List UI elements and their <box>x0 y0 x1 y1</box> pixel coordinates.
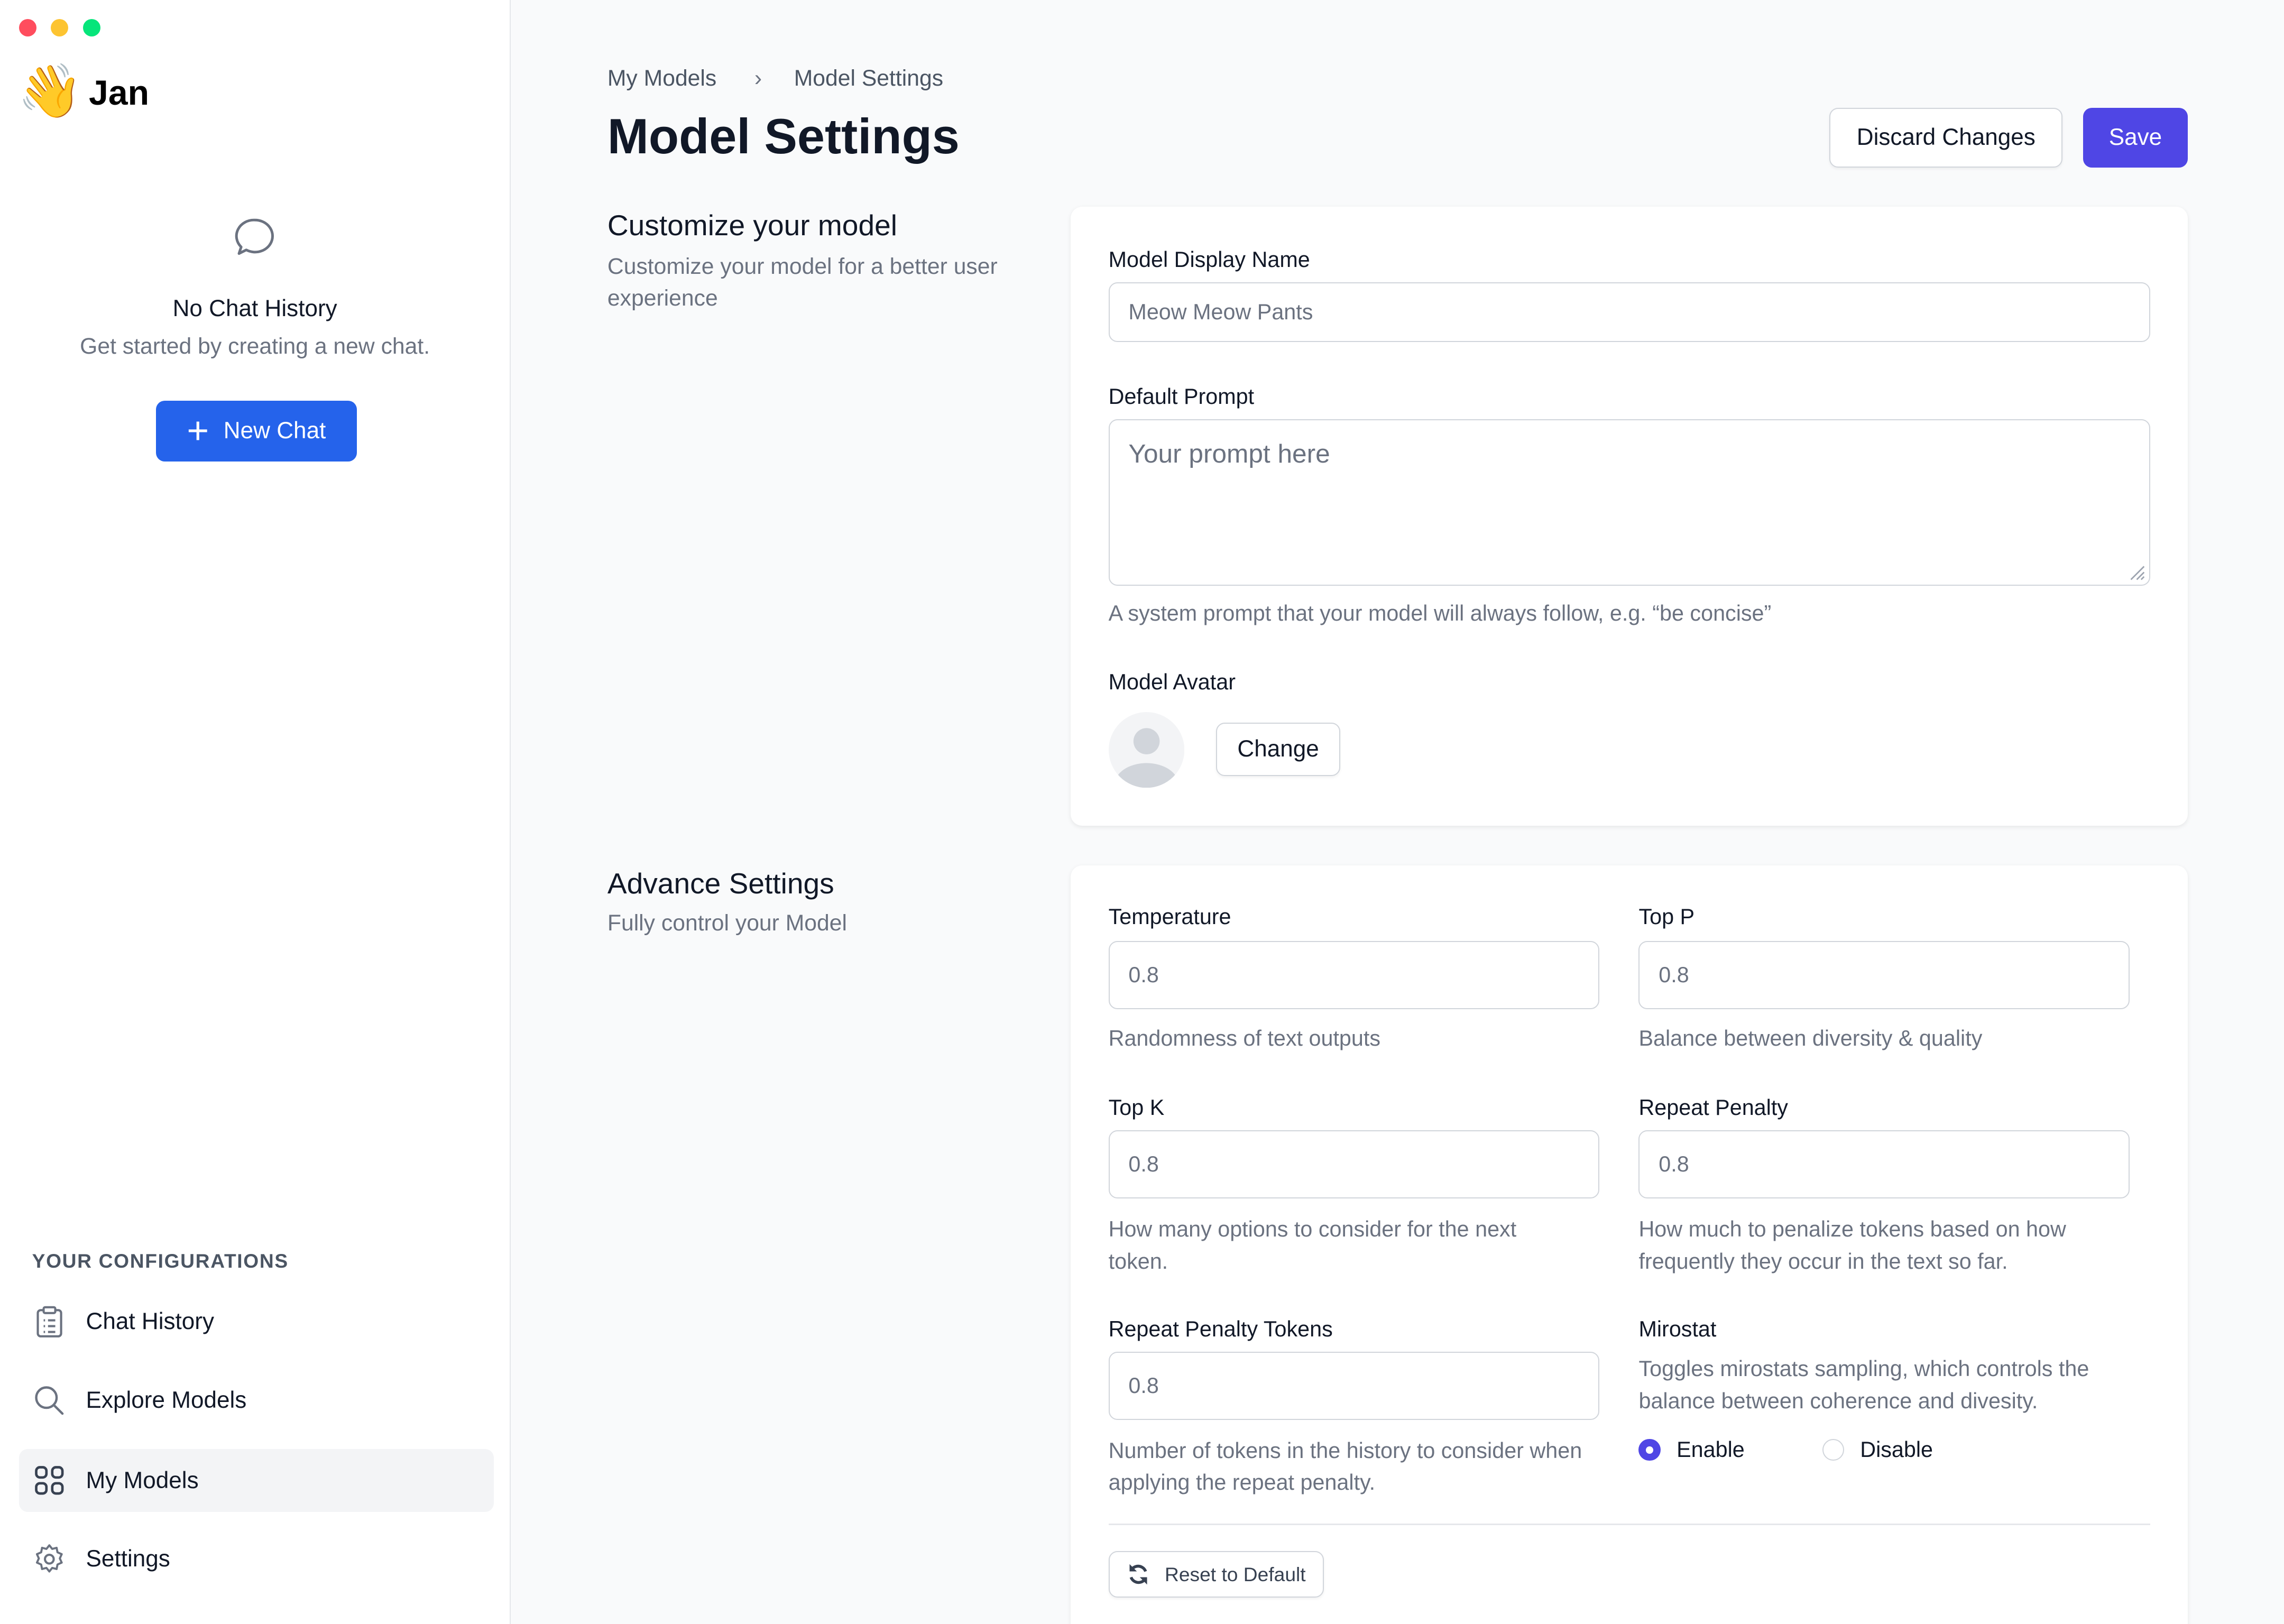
page-title: Model Settings <box>607 108 960 164</box>
repeat-penalty-tokens-help: Number of tokens in the history to consi… <box>1108 1438 1582 1495</box>
resize-handle-icon[interactable] <box>2128 564 2145 581</box>
sidebar-item-label: Chat History <box>86 1308 215 1335</box>
mirostat-label: Mirostat <box>1638 1316 1717 1341</box>
search-icon <box>33 1385 66 1417</box>
sidebar-item-label: Explore Models <box>86 1387 247 1414</box>
customize-section-subtitle: Customize your model for a better user e… <box>607 253 998 311</box>
advanced-card: Temperature 0.8 Randomness of text outpu… <box>1070 865 2188 1624</box>
sidebar-item-label: Settings <box>86 1546 170 1572</box>
new-chat-button[interactable]: + New Chat <box>155 400 357 462</box>
breadcrumb-my-models[interactable]: My Models <box>607 65 717 91</box>
mirostat-help: Toggles mirostats sampling, which contro… <box>1638 1357 2089 1414</box>
sidebar: 👋 Jan No Chat History Get started by cre… <box>0 0 511 1624</box>
mirostat-enable-radio[interactable] <box>1638 1439 1661 1461</box>
sidebar-item-my-models[interactable]: My Models <box>19 1449 494 1512</box>
default-prompt-textarea[interactable]: Your prompt here <box>1108 419 2150 586</box>
breadcrumb-model-settings: Model Settings <box>794 65 944 91</box>
breadcrumb: My Models › Model Settings <box>607 66 943 91</box>
reset-label: Reset to Default <box>1164 1563 1306 1585</box>
top-p-input[interactable]: 0.8 <box>1638 940 2130 1010</box>
chevron-right-icon: › <box>754 65 762 91</box>
temperature-input[interactable]: 0.8 <box>1108 940 1600 1010</box>
window-minimize-button[interactable] <box>51 19 69 36</box>
empty-state-subtitle: Get started by creating a new chat. <box>80 333 430 359</box>
sidebar-item-chat-history[interactable]: Chat History <box>19 1290 494 1353</box>
sidebar-item-label: My Models <box>86 1467 199 1493</box>
change-avatar-button[interactable]: Change <box>1216 722 1340 777</box>
top-k-help: How many options to consider for the nex… <box>1108 1216 1517 1274</box>
model-avatar-label: Model Avatar <box>1108 670 1236 695</box>
top-k-label: Top K <box>1108 1095 1165 1120</box>
temperature-help: Randomness of text outputs <box>1108 1026 1381 1051</box>
save-button[interactable]: Save <box>2083 107 2188 168</box>
grid-icon <box>33 1464 66 1497</box>
temperature-label: Temperature <box>1108 904 1231 929</box>
advanced-section-subtitle: Fully control your Model <box>607 910 848 936</box>
top-p-label: Top P <box>1638 904 1695 929</box>
new-chat-label: New Chat <box>223 418 326 444</box>
repeat-penalty-tokens-label: Repeat Penalty Tokens <box>1108 1316 1333 1341</box>
display-name-input[interactable]: Meow Meow Pants <box>1108 282 2150 343</box>
divider <box>1108 1523 2150 1525</box>
repeat-penalty-help: How much to penalize tokens based on how… <box>1638 1216 2066 1274</box>
default-prompt-help: A system prompt that your model will alw… <box>1108 601 1772 625</box>
clipboard-icon <box>33 1306 66 1338</box>
discard-changes-button[interactable]: Discard Changes <box>1829 107 2063 168</box>
window-close-button[interactable] <box>19 19 36 36</box>
default-prompt-label: Default Prompt <box>1108 384 1255 409</box>
waving-hand-icon: 👋 <box>17 62 83 121</box>
gear-icon <box>33 1543 66 1575</box>
chat-bubble-icon <box>235 218 274 255</box>
mirostat-enable-label[interactable]: Enable <box>1677 1437 1745 1462</box>
top-p-help: Balance between diversity & quality <box>1638 1026 1983 1051</box>
reset-to-default-button[interactable]: Reset to Default <box>1108 1551 1324 1598</box>
customize-section-title: Customize your model <box>607 208 897 242</box>
repeat-penalty-input[interactable]: 0.8 <box>1638 1130 2130 1199</box>
repeat-penalty-tokens-input[interactable]: 0.8 <box>1108 1351 1600 1420</box>
customize-card: Model Display Name Meow Meow Pants Defau… <box>1070 207 2188 826</box>
configurations-heading: YOUR CONFIGURATIONS <box>32 1249 289 1272</box>
advanced-section-title: Advance Settings <box>607 867 834 900</box>
refresh-icon <box>1129 1564 1147 1585</box>
repeat-penalty-label: Repeat Penalty <box>1638 1095 1788 1120</box>
app-name: Jan <box>89 73 149 113</box>
sidebar-item-explore-models[interactable]: Explore Models <box>19 1369 494 1432</box>
window-maximize-button[interactable] <box>83 19 101 36</box>
display-name-label: Model Display Name <box>1108 247 1310 272</box>
mirostat-disable-label[interactable]: Disable <box>1860 1437 1933 1462</box>
mirostat-disable-radio[interactable] <box>1822 1439 1844 1461</box>
top-k-input[interactable]: 0.8 <box>1108 1130 1600 1199</box>
sidebar-item-settings[interactable]: Settings <box>19 1528 494 1590</box>
empty-state-title: No Chat History <box>172 296 337 322</box>
avatar-placeholder-icon <box>1108 712 1184 788</box>
plus-icon: + <box>187 409 209 452</box>
